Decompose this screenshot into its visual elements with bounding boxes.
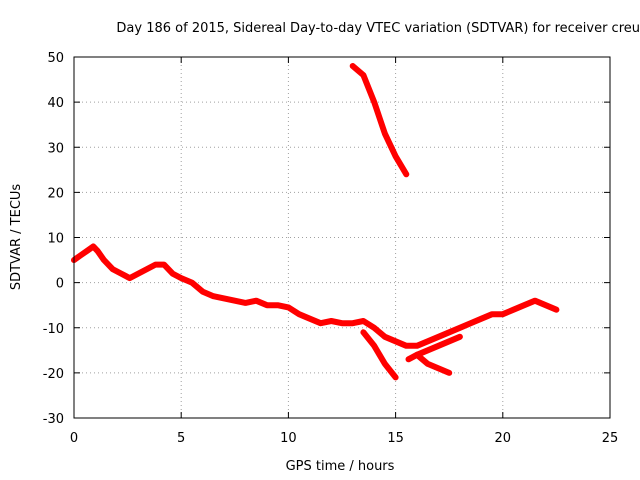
x-tick-label: 20 bbox=[495, 431, 512, 446]
x-tick-label: 0 bbox=[70, 431, 78, 446]
y-tick-label: 10 bbox=[47, 232, 64, 247]
y-tick-label: -20 bbox=[43, 367, 64, 382]
x-tick-label: 15 bbox=[387, 431, 404, 446]
series-line-dip-lower bbox=[414, 351, 453, 376]
x-tick-label: 10 bbox=[280, 431, 297, 446]
series-line-lower-branch bbox=[360, 329, 399, 381]
y-tick-label: 50 bbox=[47, 51, 64, 66]
y-tick-label: 0 bbox=[56, 277, 64, 292]
x-axis-label: GPS time / hours bbox=[286, 459, 395, 474]
ticks: 0 5 10 15 20 25 -30 -20 -10 0 10 20 30 40 50 bbox=[43, 51, 619, 446]
y-tick-label: 30 bbox=[47, 141, 64, 156]
series-line-top-segment bbox=[349, 63, 410, 178]
y-tick-label: -30 bbox=[43, 412, 64, 427]
x-tick-label: 25 bbox=[602, 431, 619, 446]
chart-title: Day 186 of 2015, Sidereal Day-to-day VTE… bbox=[116, 21, 640, 36]
y-tick-label: 40 bbox=[47, 96, 64, 111]
y-axis-label: SDTVAR / TECUs bbox=[9, 184, 24, 291]
x-tick-label: 5 bbox=[177, 431, 185, 446]
series-layer bbox=[71, 63, 560, 381]
series-line-main-trace bbox=[71, 243, 560, 349]
y-tick-label: -10 bbox=[43, 322, 64, 337]
y-tick-label: 20 bbox=[47, 186, 64, 201]
grid bbox=[74, 57, 610, 418]
